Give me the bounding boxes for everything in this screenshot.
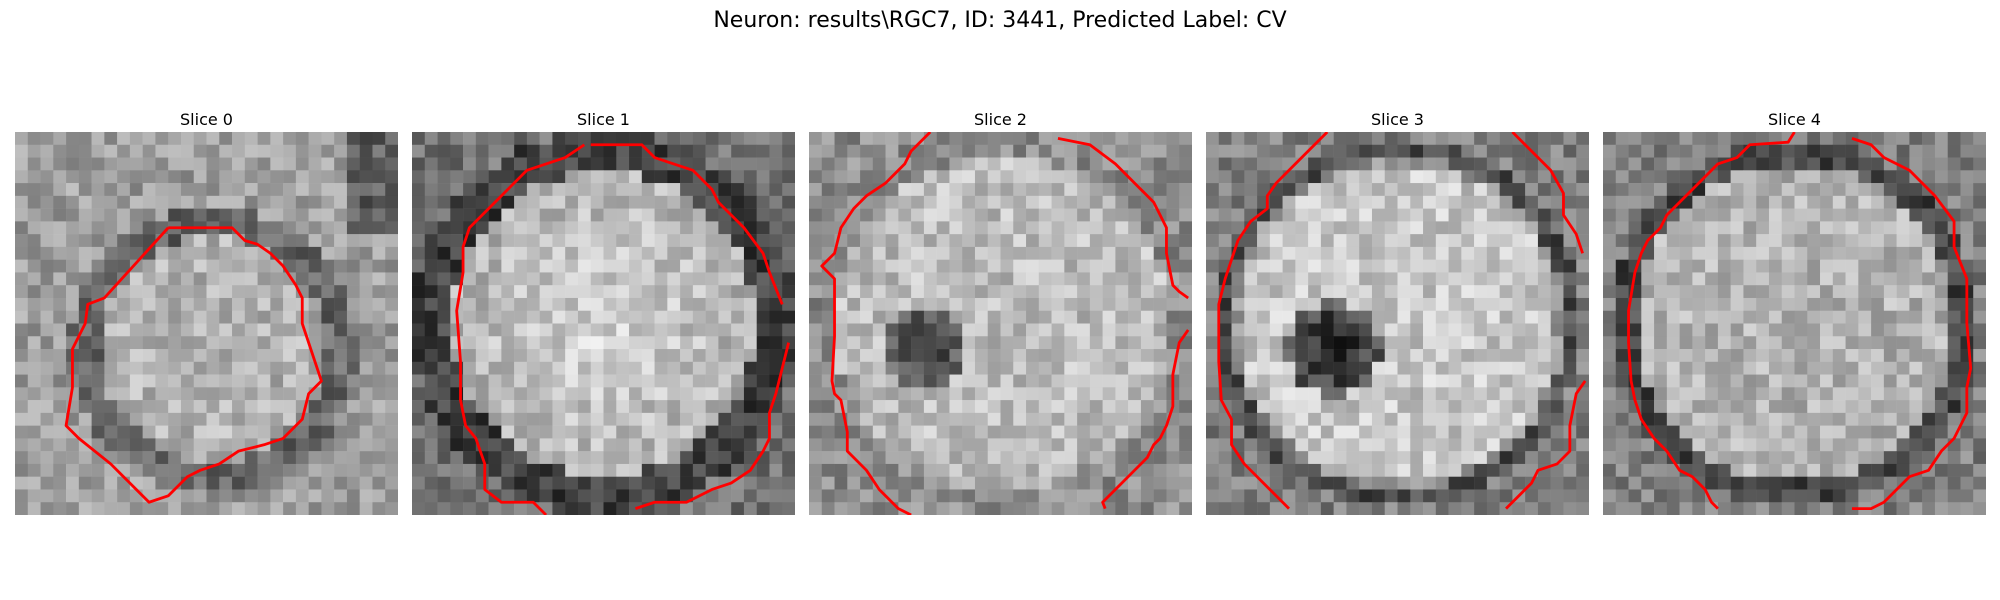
panel-slice-1: Slice 1: [412, 110, 795, 515]
panel-slice-3: Slice 3: [1206, 110, 1589, 515]
segmentation-contour: [64, 226, 323, 504]
slice-image: [809, 132, 1192, 515]
segmentation-contour: [1851, 137, 1973, 511]
segmentation-contour: [590, 143, 784, 305]
segmentation-contour: [1511, 132, 1584, 254]
panel-title: Slice 3: [1371, 110, 1424, 129]
segmentation-contour: [634, 342, 790, 510]
slice-image: [1206, 132, 1589, 515]
segmentation-contour: [1217, 132, 1329, 510]
panel-title: Slice 0: [180, 110, 233, 129]
panel-title: Slice 1: [577, 110, 630, 129]
segmentation-contour: [1101, 329, 1190, 510]
segmentation-contour: [455, 143, 586, 515]
figure-title: Neuron: results\RGC7, ID: 3441, Predicte…: [713, 8, 1287, 33]
segmentation-contour: [820, 132, 932, 515]
segmentation-contour: [1505, 380, 1587, 510]
panel-slice-0: Slice 0: [15, 110, 398, 515]
panel-slice-2: Slice 2: [809, 110, 1192, 515]
panel-title: Slice 4: [1768, 110, 1821, 129]
slice-image: [1603, 132, 1986, 515]
slice-image: [15, 132, 398, 515]
segmentation-contour: [1627, 132, 1796, 510]
panel-slice-4: Slice 4: [1603, 110, 1986, 515]
slice-image: [412, 132, 795, 515]
segmentation-contour: [1057, 137, 1189, 300]
panel-title: Slice 2: [974, 110, 1027, 129]
